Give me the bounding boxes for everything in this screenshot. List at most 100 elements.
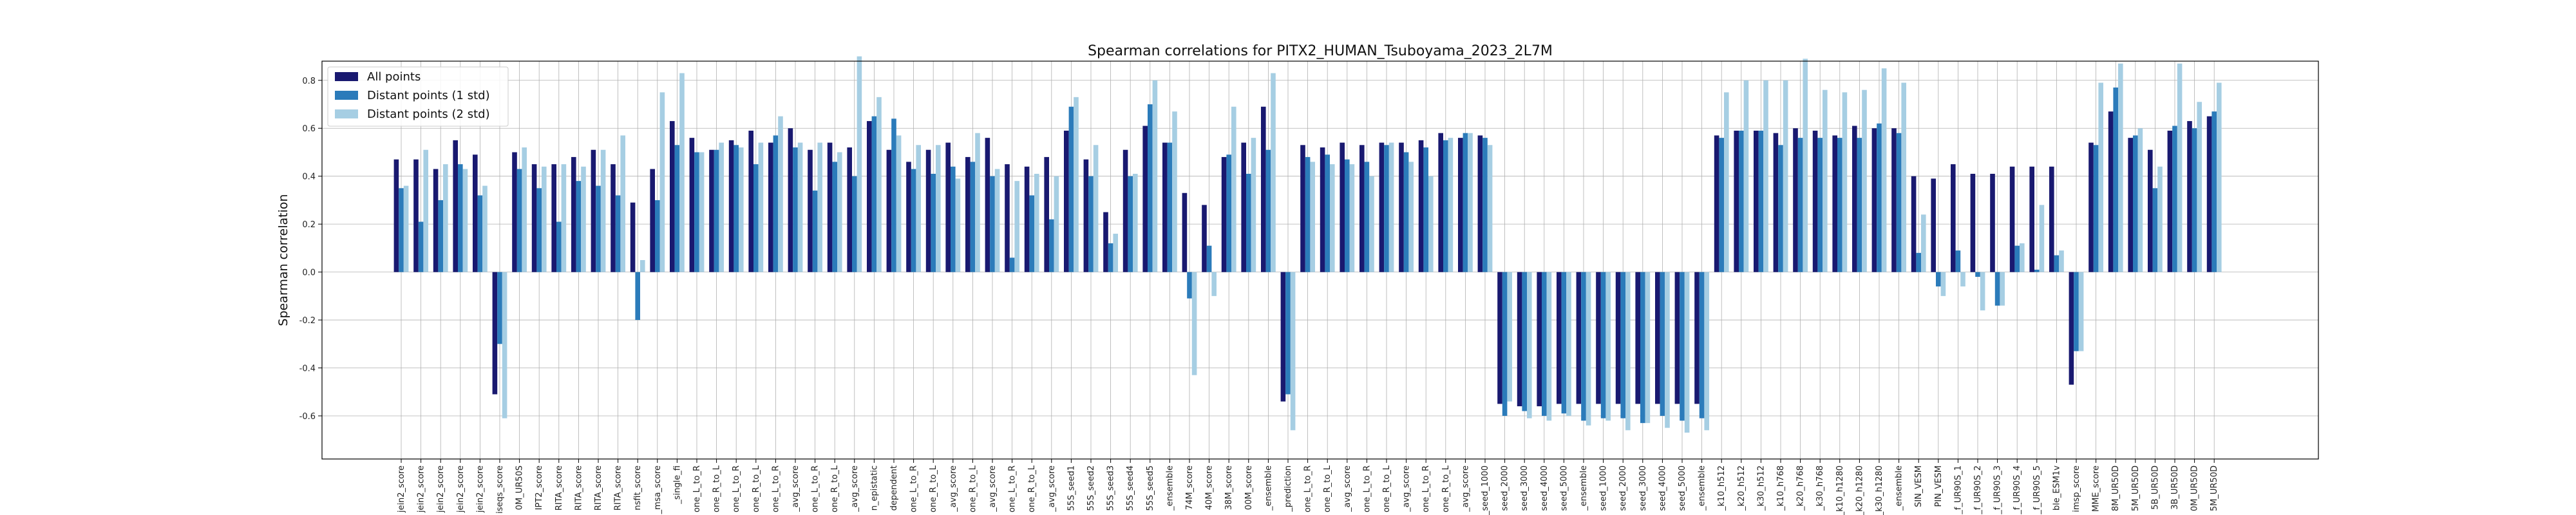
x-tick-label: _avg_score — [949, 465, 958, 512]
x-tick-label: _avg_score — [1461, 465, 1470, 512]
bar — [1388, 142, 1394, 272]
bar — [615, 195, 621, 272]
bar — [1990, 173, 1995, 272]
bar — [778, 116, 783, 272]
bar — [812, 191, 818, 272]
bar — [2118, 63, 2123, 272]
bar — [512, 152, 517, 272]
bar — [1482, 138, 1488, 272]
bar — [2157, 166, 2163, 272]
bar — [542, 166, 547, 272]
bar — [1778, 145, 1783, 272]
bar — [571, 156, 576, 272]
y-axis-label: Spearman correlation — [276, 194, 290, 326]
bar — [955, 178, 961, 272]
bar — [1345, 159, 1350, 272]
bar — [492, 272, 498, 395]
bar — [591, 149, 596, 272]
x-tick-label: one_R_to_L — [1027, 465, 1037, 512]
bar — [1221, 156, 1227, 272]
bar — [581, 166, 586, 272]
legend-label-distant-2std: Distant points (2 std) — [367, 108, 490, 121]
bar — [1463, 133, 1468, 272]
bar — [551, 164, 556, 272]
bar — [1054, 176, 1059, 272]
bar — [2039, 205, 2045, 272]
bar — [1660, 272, 1665, 416]
y-tick-label: 0.8 — [302, 77, 316, 86]
x-tick-label: PIN_VESM — [1934, 465, 1944, 507]
x-tick-label: RITA_score — [554, 465, 564, 510]
x-tick-label: 55S_seed3 — [1106, 465, 1116, 511]
x-tick-label: 3B_UR50D — [2170, 465, 2180, 510]
x-tick-label: one_R_to_L — [1323, 465, 1332, 512]
bar — [1877, 123, 1882, 272]
bar — [453, 140, 458, 272]
bar — [945, 142, 951, 272]
x-tick-label: RITA_score — [614, 465, 623, 510]
bar — [1901, 82, 1906, 272]
bar — [797, 142, 803, 272]
bar — [630, 202, 636, 272]
bar — [1527, 272, 1532, 418]
bar — [674, 145, 680, 272]
x-tick-label: nsfit_score — [633, 465, 643, 510]
x-tick-label: seed_4000 — [1658, 465, 1667, 511]
bar — [728, 140, 734, 272]
bar — [1546, 272, 1552, 421]
bar — [994, 169, 1000, 272]
x-tick-label: RITA_score — [594, 465, 603, 510]
x-tick-label: 5B_UR50D — [2150, 465, 2160, 510]
bar — [502, 272, 507, 418]
bar — [640, 260, 645, 272]
x-tick-label: one_R_to_L — [712, 465, 722, 512]
bar — [1940, 272, 1946, 296]
bar — [1817, 138, 1823, 272]
bar — [1812, 130, 1818, 272]
x-tick-label: SIN_VESM — [1914, 465, 1924, 507]
bar — [433, 169, 439, 272]
bar — [936, 145, 941, 272]
bar — [1960, 272, 1965, 286]
x-tick-label: 5M_UR50D — [2131, 465, 2141, 511]
bar — [1763, 80, 1768, 272]
bar — [2059, 250, 2064, 272]
x-tick-label: _k10_h1280 — [1835, 465, 1845, 515]
bar — [2078, 272, 2084, 351]
x-tick-label: _k30_h768 — [1815, 465, 1825, 511]
bar — [1399, 142, 1404, 272]
y-tick-label: 0.4 — [302, 173, 316, 182]
x-tick-label: imsp_score — [2072, 465, 2081, 512]
bar — [1605, 272, 1611, 421]
x-tick-label: seed_3000 — [1520, 465, 1530, 511]
bar — [536, 188, 542, 272]
bar — [1122, 149, 1128, 272]
bar — [2113, 87, 2118, 272]
x-tick-label: _ensemble — [1698, 465, 1707, 511]
bar — [1871, 128, 1877, 272]
bar — [837, 152, 842, 272]
bar — [2000, 272, 2005, 306]
bar — [753, 164, 759, 272]
bar — [699, 152, 705, 272]
bar — [891, 118, 896, 272]
bar — [1970, 173, 1976, 272]
bar — [561, 164, 567, 272]
bar — [1108, 243, 1113, 272]
bar — [2192, 128, 2197, 272]
x-tick-label: 55S_seed1 — [1066, 465, 1076, 511]
x-tick-label: _k10_h768 — [1776, 465, 1786, 511]
bar — [1265, 149, 1271, 272]
bar — [1206, 245, 1212, 272]
x-tick-label: 38M_score — [1224, 465, 1234, 510]
bar — [659, 92, 665, 272]
bar — [2187, 121, 2192, 272]
bar — [1857, 138, 1862, 272]
bar — [418, 221, 424, 272]
bar — [1133, 173, 1138, 272]
bar — [1379, 142, 1385, 272]
bar — [1162, 142, 1168, 272]
x-tick-label: 55S_seed2 — [1086, 465, 1096, 511]
bar — [1694, 272, 1700, 404]
bar — [635, 272, 640, 321]
